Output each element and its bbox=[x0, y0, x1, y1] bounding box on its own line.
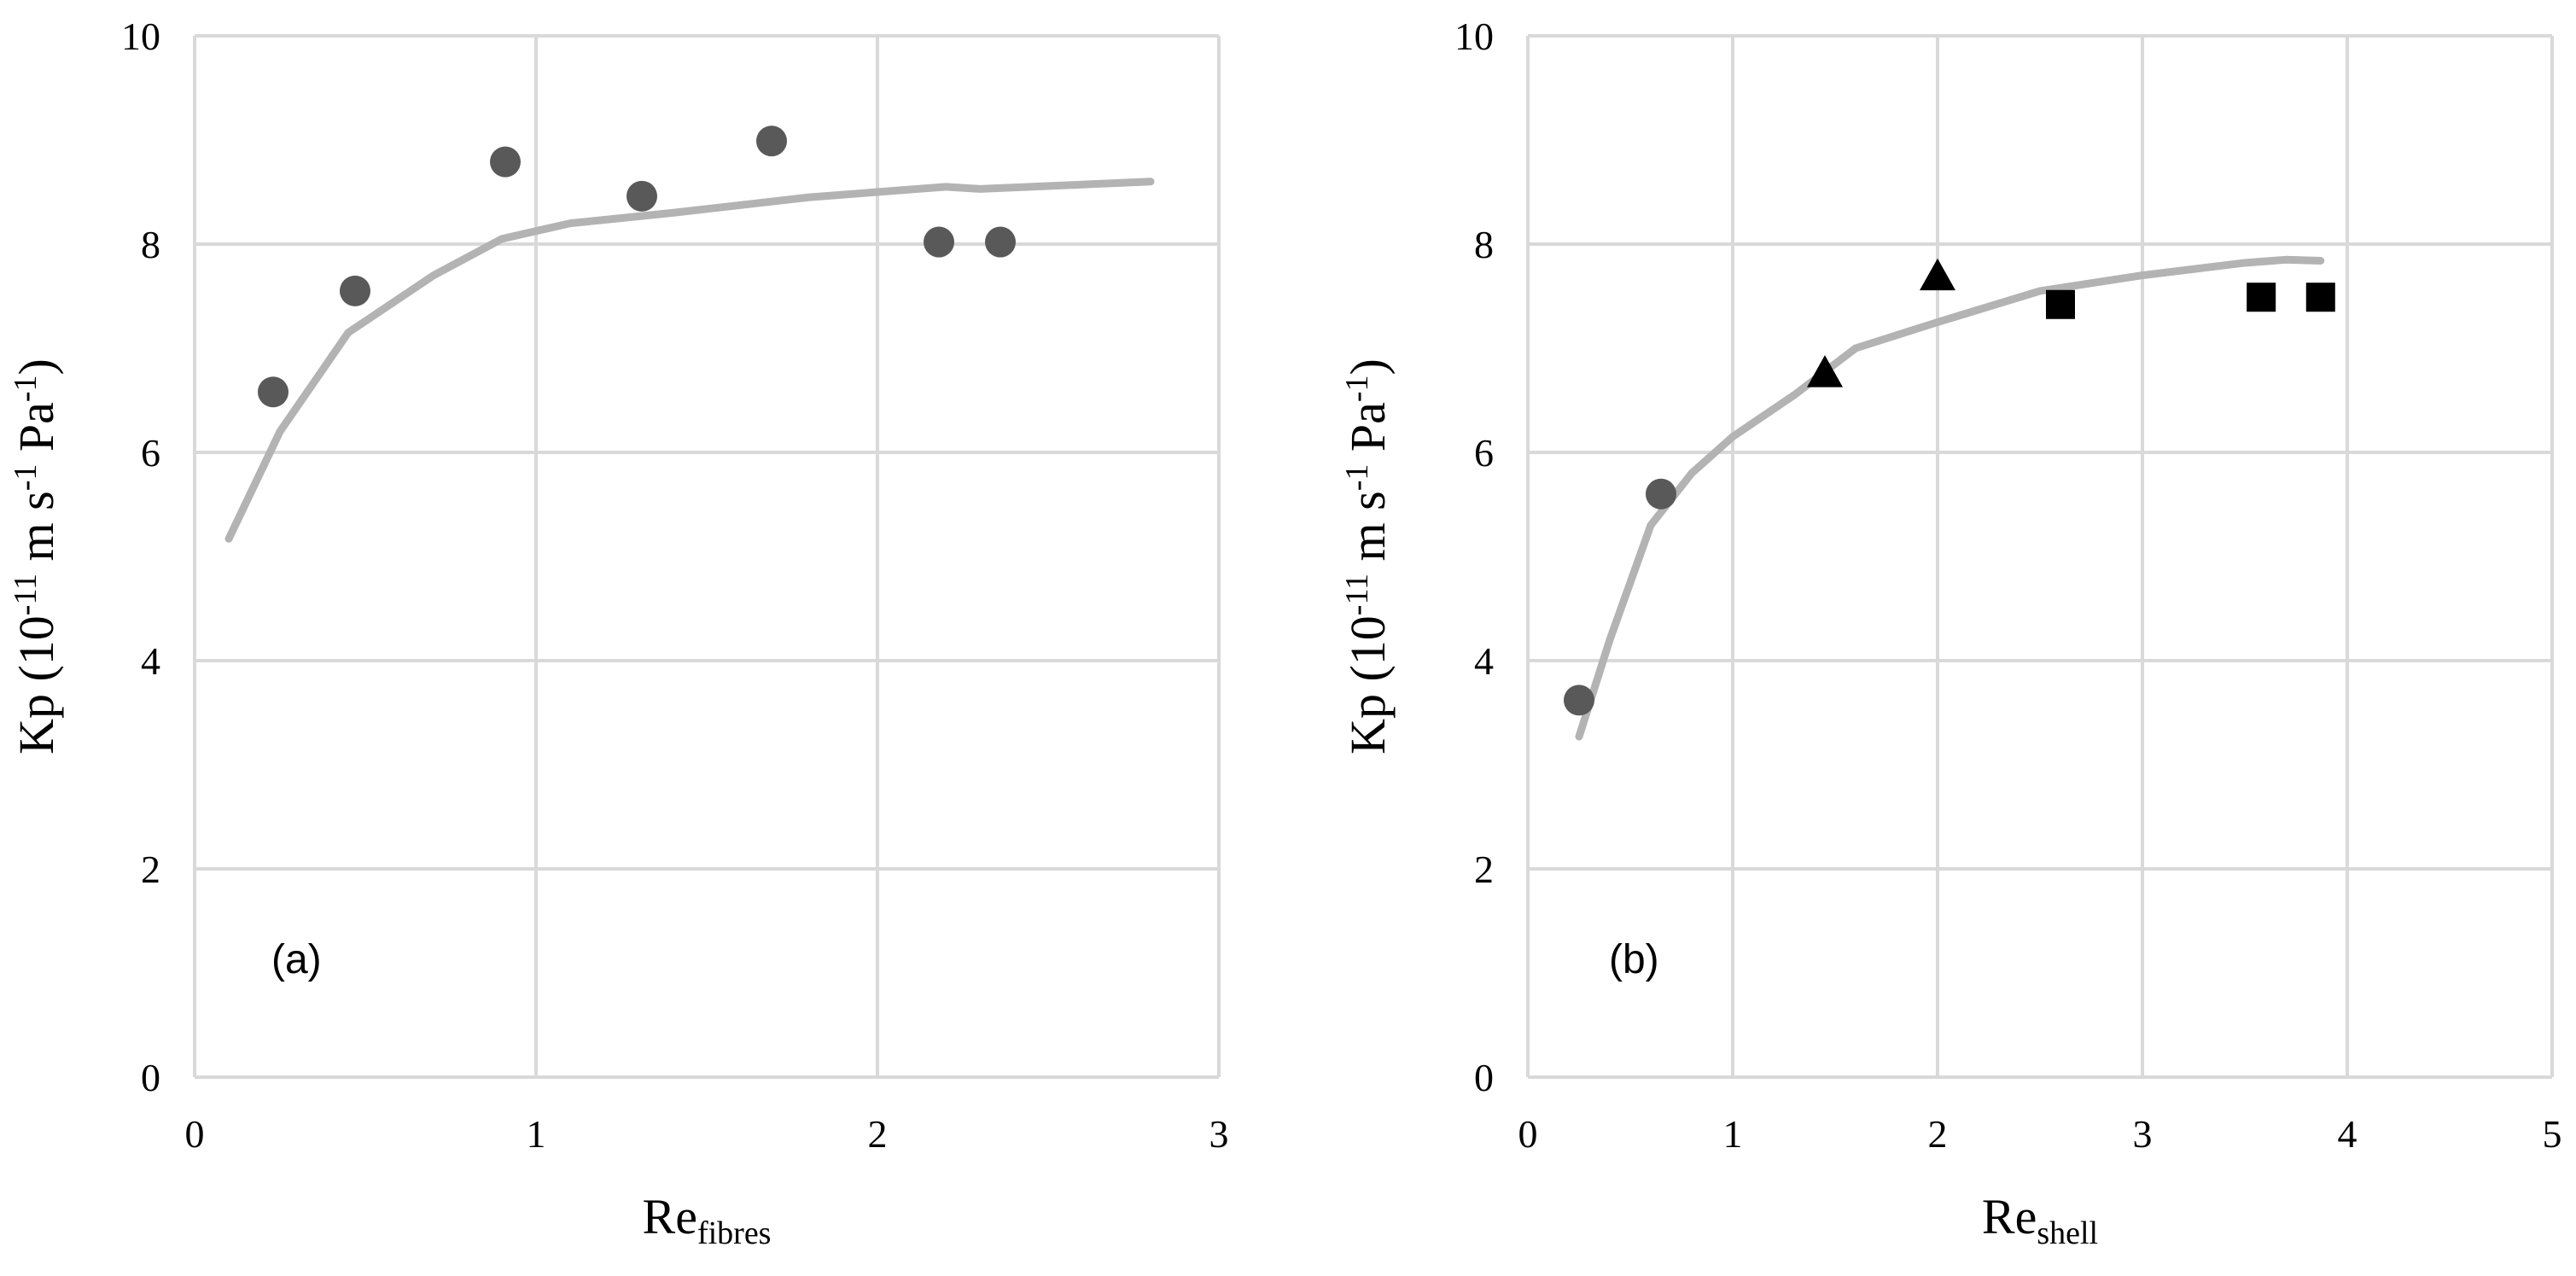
x-axis-title: Refibres bbox=[643, 1189, 772, 1251]
y-tick-label: 0 bbox=[1474, 1056, 1494, 1099]
x-axis-title-subscript: fibres bbox=[697, 1215, 772, 1251]
y-axis-title-superscript: -11 bbox=[8, 574, 44, 615]
y-axis-title-superscript: -1 bbox=[8, 464, 44, 492]
x-tick-label: 5 bbox=[2543, 1112, 2562, 1156]
data-point-circle bbox=[924, 226, 954, 258]
y-axis-title: Kp (10-11 m s-1 Pa-1) bbox=[1339, 358, 1396, 755]
data-point-circle bbox=[1564, 685, 1594, 716]
y-tick-label: 8 bbox=[1474, 223, 1494, 266]
x-tick-label: 4 bbox=[2338, 1112, 2357, 1156]
panel-label: (b) bbox=[1609, 937, 1659, 982]
data-point-square bbox=[2247, 283, 2276, 312]
y-tick-label: 6 bbox=[141, 431, 160, 475]
y-axis-title-part: Kp (10 bbox=[1340, 615, 1396, 755]
y-axis-title-superscript: -1 bbox=[1339, 464, 1375, 492]
y-axis-title-superscript: -11 bbox=[1339, 574, 1375, 615]
data-point-circle bbox=[627, 180, 657, 212]
y-tick-label: 0 bbox=[141, 1056, 160, 1099]
x-axis-title-main: Re bbox=[1982, 1189, 2037, 1244]
y-axis-title: Kp (10-11 m s-1 Pa-1) bbox=[8, 358, 64, 755]
fit-curve bbox=[1575, 255, 2325, 741]
data-point-circle bbox=[258, 376, 288, 408]
x-axis-title-subscript: shell bbox=[2037, 1215, 2098, 1251]
y-axis-title-part: m s bbox=[9, 491, 64, 574]
x-tick-label: 3 bbox=[1209, 1112, 1229, 1156]
data-point-triangle bbox=[1807, 355, 1843, 387]
y-tick-label: 10 bbox=[1454, 15, 1494, 58]
y-tick-label: 2 bbox=[141, 848, 160, 891]
y-tick-label: 10 bbox=[121, 15, 160, 58]
data-point-circle bbox=[756, 125, 787, 157]
data-point-circle bbox=[985, 226, 1016, 258]
y-axis-title-part: Kp (10 bbox=[9, 615, 64, 755]
y-tick-label: 4 bbox=[1474, 639, 1494, 683]
y-axis-title-part: Pa bbox=[1340, 402, 1396, 464]
x-tick-label: 2 bbox=[1928, 1112, 1948, 1156]
y-axis-title-part: ) bbox=[1340, 358, 1396, 375]
x-tick-label: 3 bbox=[2133, 1112, 2153, 1156]
x-tick-label: 2 bbox=[868, 1112, 888, 1156]
data-point-circle bbox=[340, 275, 370, 306]
y-tick-label: 6 bbox=[1474, 431, 1494, 475]
x-tick-label: 1 bbox=[527, 1112, 546, 1156]
data-point-circle bbox=[490, 146, 521, 178]
y-tick-label: 4 bbox=[141, 639, 160, 683]
y-axis-title-part: ) bbox=[9, 358, 64, 375]
x-axis-title: Reshell bbox=[1982, 1189, 2098, 1251]
y-axis-title-part: Pa bbox=[9, 402, 64, 464]
data-point-circle bbox=[1646, 478, 1676, 510]
x-axis-title-main: Re bbox=[643, 1189, 697, 1244]
data-point-square bbox=[2046, 289, 2075, 319]
data-point-square bbox=[2305, 283, 2335, 312]
panel-label: (a) bbox=[271, 937, 322, 982]
x-tick-label: 1 bbox=[1723, 1112, 1743, 1156]
y-axis-title-superscript: -1 bbox=[8, 375, 44, 402]
y-tick-label: 2 bbox=[1474, 848, 1494, 891]
data-point-triangle bbox=[1920, 258, 1955, 291]
y-tick-label: 8 bbox=[141, 223, 160, 266]
x-tick-label: 0 bbox=[185, 1112, 205, 1156]
y-axis-title-superscript: -1 bbox=[1339, 375, 1375, 402]
y-axis-title-part: m s bbox=[1340, 491, 1396, 574]
fit-curve bbox=[224, 178, 1155, 543]
x-tick-label: 0 bbox=[1518, 1112, 1538, 1156]
